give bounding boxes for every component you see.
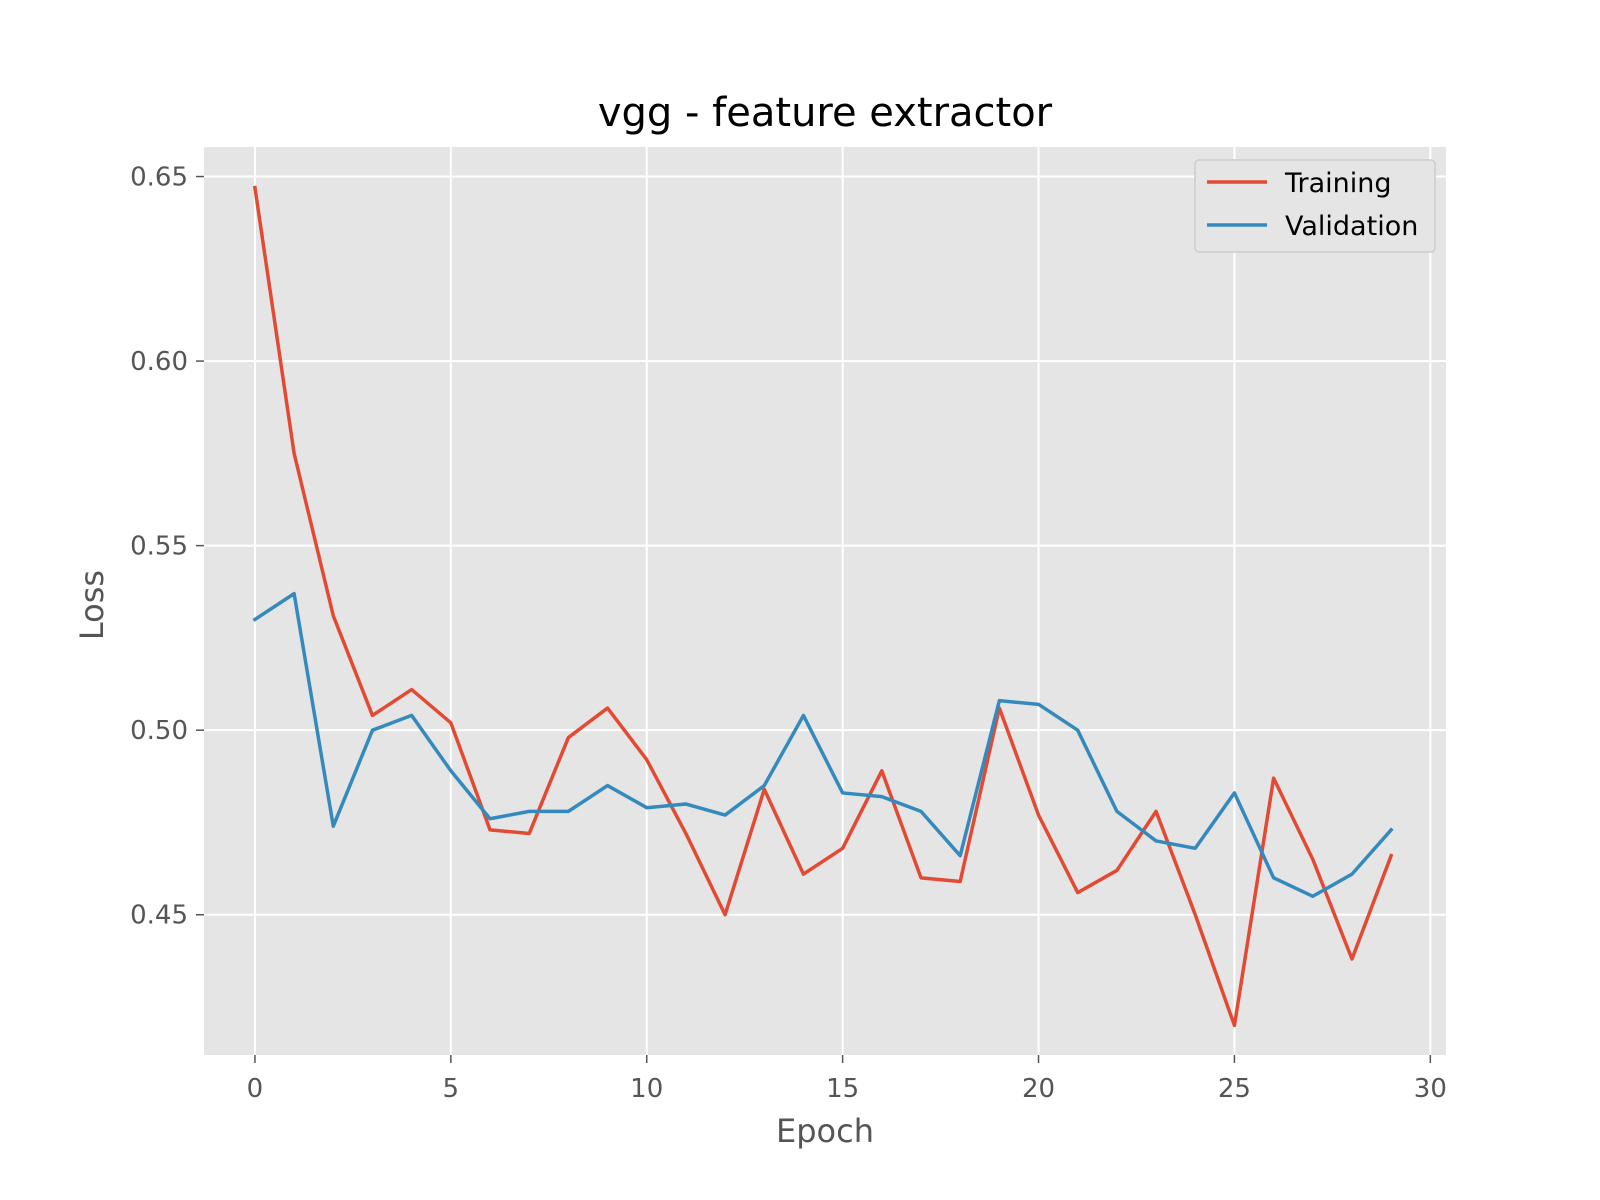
x-tick-label: 10	[630, 1074, 663, 1104]
y-tick-label: 0.60	[130, 347, 188, 377]
gridlines	[204, 147, 1446, 1055]
x-tick-label: 0	[247, 1074, 264, 1104]
plot-area-background	[204, 147, 1446, 1055]
series-lines	[252, 185, 1394, 1028]
legend: Training Validation	[1194, 159, 1436, 253]
x-tick-label: 25	[1218, 1074, 1251, 1104]
x-tick-label: 5	[443, 1074, 460, 1104]
tick-marks	[196, 175, 1432, 1063]
y-tick-label: 0.50	[130, 716, 188, 746]
x-tick-label: 15	[826, 1074, 859, 1104]
y-axis-label: Loss	[73, 570, 111, 640]
x-axis-label: Epoch	[776, 1112, 874, 1150]
y-tick-label: 0.55	[130, 532, 188, 562]
series-line-validation	[252, 591, 1394, 899]
x-tick-label: 20	[1022, 1074, 1055, 1104]
legend-label-validation: Validation	[1285, 211, 1418, 242]
y-tick-label: 0.45	[130, 901, 188, 931]
y-tick-label: 0.65	[130, 163, 188, 193]
x-tick-label: 30	[1414, 1074, 1447, 1104]
legend-label-training: Training	[1284, 168, 1392, 199]
series-line-training	[252, 185, 1394, 1028]
chart-title: vgg - feature extractor	[598, 90, 1053, 136]
